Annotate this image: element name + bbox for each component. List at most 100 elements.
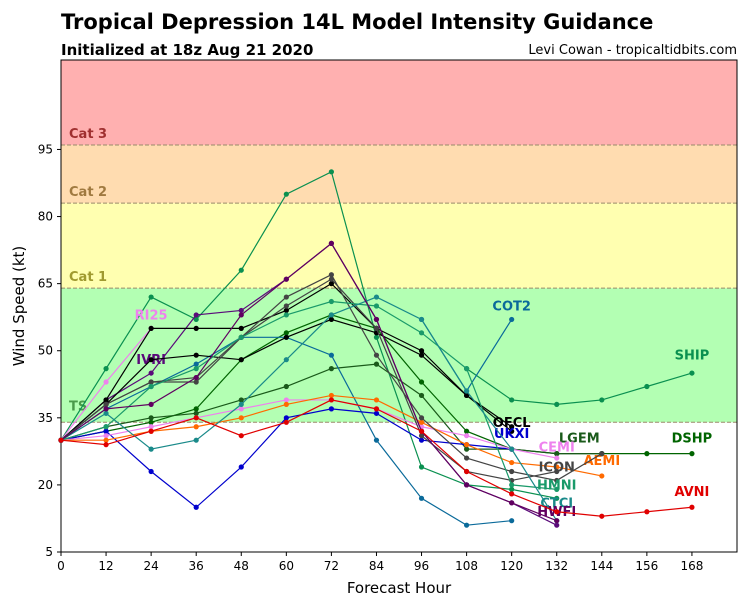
point-ofcl-8-8 [418,348,425,354]
point-ship-0-10 [509,486,515,492]
point-hmni-15-4 [238,334,244,340]
point-ship-0-7 [373,334,380,340]
point-ship-1-5 [689,370,695,376]
series-label-ukxi: UKXI [494,427,530,442]
x-tick-label-168: 168 [680,559,703,573]
y-axis-label: Wind Speed (kt) [10,246,28,367]
point-ofcl-9-3 [193,352,199,358]
series-label-ri25: RI25 [135,308,168,323]
point-ctci-16-1 [103,410,109,416]
point-hmni-15-5 [283,312,289,318]
point-ship-0-8 [418,464,425,470]
point-ctci-16-6 [328,312,334,318]
point-hmni-15-8 [418,330,425,336]
y-tick-label-50: 50 [38,344,53,358]
point-dshp-2-9 [464,428,470,434]
point-avni-18-12 [599,513,605,519]
point-cot2-4-10 [509,518,515,524]
point-ship-0-3 [193,316,199,323]
point-ukxi-10-4 [238,464,244,470]
point-ofcl-8-5 [283,307,289,314]
point-icon-13-7 [373,352,380,358]
point-ukxi-10-8 [418,437,425,443]
point-lgem-3-4 [238,397,244,403]
series-line-ship-1-0 [466,368,693,406]
point-ship-1-1 [509,397,515,403]
point-hwfi-17-9 [464,482,470,488]
point-aemi-12-9 [464,442,470,448]
point-ctci-16-9 [464,388,470,394]
x-axis-label: Forecast Hour [347,579,452,597]
point-icon-14-8 [418,433,425,439]
point-aemi-12-7 [373,397,380,403]
point-avni-18-14 [689,504,695,510]
series-line-ctci-16-0 [60,296,558,522]
point-hwfi-17-11 [554,518,560,524]
series-label-ofcl: OFCL [493,416,531,431]
x-tick-label-96: 96 [414,559,429,573]
series-label-cot2: COT2 [492,299,531,314]
point-ofcl-9-10 [509,428,515,434]
point-ukxi-10-7 [373,410,380,416]
x-tick-label-60: 60 [279,559,294,573]
point-icon-14-11 [554,468,560,475]
y-tick-label-5: 5 [45,545,53,559]
point-ukxi-10-3 [193,504,199,510]
x-tick-label-132: 132 [545,559,568,573]
x-tick-label-24: 24 [143,559,158,573]
y-tick-label-95: 95 [38,142,53,156]
point-cot2-4-8 [418,495,425,501]
point-lgem-3-2 [148,415,154,421]
point-hwfi-17-2 [148,401,154,407]
point-hmni-15-2 [148,383,154,390]
point-ofcl-8-3 [193,325,199,331]
point-icon-14-1 [103,401,109,407]
point-ctci-16-8 [418,316,425,323]
series-line-ship-0-0 [60,170,557,499]
point-icon-13-9 [464,455,470,461]
point-ofcl-9-6 [328,316,334,323]
series-label-aemi: AEMI [583,454,620,469]
point-dshp-2-8 [418,379,425,385]
band-label-4: Cat 3 [69,127,107,142]
series-label-avni: AVNI [674,485,709,500]
band-4 [61,60,737,145]
x-tick-label-12: 12 [98,559,113,573]
point-dshp-2-5 [283,330,289,336]
point-hwfi-17-5 [283,276,289,282]
band-3 [61,144,737,204]
x-tick-label-0: 0 [57,559,65,573]
point-lgem-3-6 [328,366,334,372]
point-avni-18-8 [418,428,425,434]
point-ctci-16-2 [148,446,154,452]
point-hwfi-17-3 [193,374,199,381]
series-line-icon-14-0 [60,278,557,482]
band-2 [61,203,737,289]
band-0 [61,422,737,552]
x-tick-label-36: 36 [189,559,204,573]
point-icon-13-11 [554,477,560,484]
point-aemi-12-11 [554,464,560,470]
point-hmni-15-7 [373,303,380,309]
point-icon-13-6 [328,272,334,278]
point-cemi-11-4 [238,406,244,412]
point-icon-14-6 [328,276,334,282]
point-ivri-7-2 [148,370,154,376]
x-tick-label-156: 156 [635,559,658,573]
point-avni-18-9 [464,468,470,475]
point-aemi-12-10 [509,459,515,466]
point-cemi-11-2 [148,424,154,430]
point-cot2-4-6 [328,352,334,358]
point-ship-0-5 [283,191,289,197]
point-lgem-3-5 [283,383,289,390]
series-label-ship: SHIP [675,349,710,364]
point-hwfi-17-7 [373,316,380,323]
point-ukxi-10-6 [328,406,334,412]
point-hwfi-17-1 [103,406,109,412]
x-tick-label-84: 84 [369,559,384,573]
point-ship-1-2 [554,401,560,407]
series-line-hmni-15-0 [60,300,557,490]
point-cot2-4-9 [464,522,470,528]
x-tick-label-144: 144 [590,559,613,573]
point-ofcl-9-8 [418,352,425,358]
